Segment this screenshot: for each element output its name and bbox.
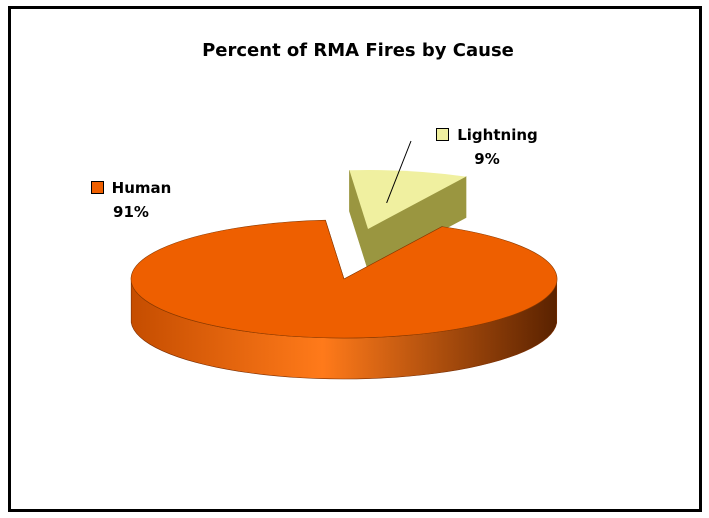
human-legend-swatch — [90, 181, 104, 194]
chart-title: Percent of RMA Fires by Cause — [202, 40, 514, 61]
lightning-percent-label: 9% — [474, 150, 500, 168]
lightning-legend-swatch — [436, 128, 450, 141]
lightning-category-label: Lightning — [457, 126, 538, 144]
lightning-leader-line — [386, 140, 412, 204]
human-label: Human 91% — [71, 176, 191, 224]
chart-frame: Percent of RMA Fires by Cause Human 91% … — [8, 6, 702, 512]
human-percent-label: 91% — [113, 203, 149, 221]
human-category-label: Human — [111, 179, 172, 197]
lightning-slice-top — [349, 170, 467, 229]
lightning-slice-edge-1 — [367, 176, 467, 271]
pie-chart — [130, 140, 558, 380]
lightning-label: Lightning 9% — [417, 123, 557, 171]
human-slice-top — [130, 219, 558, 339]
